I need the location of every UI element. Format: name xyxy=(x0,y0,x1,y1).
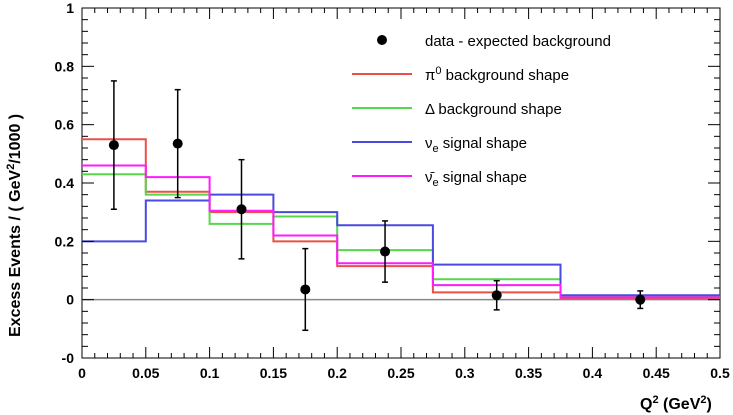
x-tick-label: 0.2 xyxy=(327,365,347,381)
series-2-histogram xyxy=(82,193,720,297)
y-tick-labels: -0 0 0.2 0.4 0.6 0.8 1 xyxy=(55,0,75,366)
y-tick-label: 0.2 xyxy=(55,233,75,249)
x-tick-label: 0.25 xyxy=(387,365,414,381)
y-tick-label: 0 xyxy=(66,292,74,308)
data-point xyxy=(236,204,247,215)
series-0-histogram xyxy=(82,138,720,300)
data-point xyxy=(172,138,183,149)
axis-ticks xyxy=(81,7,721,359)
x-tick-label: 0.1 xyxy=(200,365,220,381)
x-tick-label: 0.3 xyxy=(455,365,475,381)
legend-series-2-label: νe signal shape xyxy=(425,135,527,155)
x-tick-label: 0 xyxy=(78,365,86,381)
data-point xyxy=(491,290,502,301)
y-tick-label: 0.4 xyxy=(55,175,75,191)
y-tick-label: -0 xyxy=(62,350,75,366)
x-tick-label: 0.05 xyxy=(132,365,159,381)
x-tick-label: 0.45 xyxy=(643,365,670,381)
y-tick-label: 0.6 xyxy=(55,117,75,133)
data-point xyxy=(108,140,119,151)
series-histograms xyxy=(82,138,720,300)
x-axis-title: Q2 (GeV2) xyxy=(640,394,712,413)
series-3-histogram xyxy=(82,164,720,299)
y-tick-label: 0.8 xyxy=(55,58,75,74)
legend-series-1-label: Δ background shape xyxy=(425,101,562,118)
legend-series-3-label: ν̄e signal shape xyxy=(425,169,527,189)
x-tick-labels: 0 0.05 0.1 0.15 0.2 0.25 0.3 0.35 0.4 0.45 0.5 xyxy=(78,365,730,381)
legend: data - expected background π0 background … xyxy=(352,33,611,189)
y-axis-title: Excess Events / ( GeV2/1000 ) xyxy=(5,114,24,337)
data-points xyxy=(108,80,646,332)
x-tick-label: 0.5 xyxy=(710,365,730,381)
data-point xyxy=(380,246,391,257)
data-point xyxy=(300,284,311,295)
series-1-histogram xyxy=(82,173,720,298)
x-tick-label: 0.15 xyxy=(260,365,287,381)
x-tick-label: 0.35 xyxy=(515,365,542,381)
x-tick-label: 0.4 xyxy=(583,365,603,381)
legend-series-0-label: π0 background shape xyxy=(425,65,569,84)
legend-data-marker xyxy=(377,35,387,45)
legend-data-label: data - expected background xyxy=(425,33,611,50)
data-point xyxy=(635,294,646,305)
y-tick-label: 1 xyxy=(66,0,74,16)
